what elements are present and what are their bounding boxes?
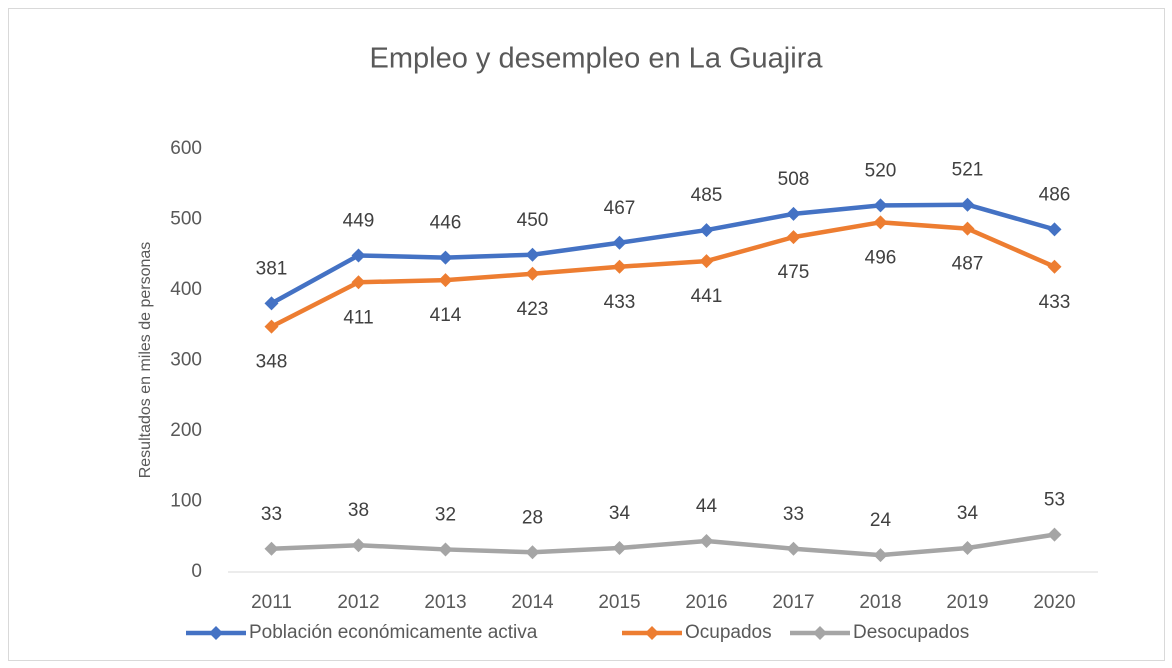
data-label: 475 [778,262,810,283]
data-label: 24 [870,510,892,531]
data-label: 28 [522,507,543,528]
data-label: 520 [865,160,897,181]
y-tick-label: 500 [170,209,202,230]
y-tick-label: 100 [170,491,202,512]
point-marker [786,230,801,245]
point-marker [873,215,888,230]
point-marker [525,545,540,560]
data-label: 411 [343,307,373,328]
point-marker [873,548,888,563]
y-tick-label: 200 [170,420,202,441]
point-marker [525,247,540,262]
point-marker [438,250,453,265]
chart-title: Empleo y desempleo en La Guajira [370,43,824,75]
point-marker [264,541,279,556]
y-tick-label: 300 [170,350,202,371]
data-label: 449 [343,210,375,231]
x-tick-label: 2018 [859,592,901,613]
point-marker [351,538,366,553]
data-label: 33 [261,504,282,525]
data-label: 486 [1039,184,1071,205]
point-marker [264,319,279,334]
data-label: 414 [430,305,462,326]
data-label: 381 [256,258,288,279]
point-marker [699,533,714,548]
point-marker [438,542,453,557]
point-marker [612,235,627,250]
data-label: 53 [1044,490,1065,511]
data-label: 508 [778,169,810,190]
data-label: 487 [952,254,984,275]
data-label: 33 [783,504,804,525]
point-marker [960,541,975,556]
y-axis-label: Resultados en miles de personas [137,242,154,479]
point-marker [873,198,888,213]
point-marker [699,254,714,269]
data-label: 32 [435,504,456,525]
point-marker [1047,259,1062,274]
point-marker [960,221,975,236]
point-marker [699,223,714,238]
point-marker [786,206,801,221]
x-tick-label: 2017 [772,592,814,613]
x-tick-label: 2015 [598,592,640,613]
x-tick-label: 2019 [946,592,988,613]
data-label: 485 [691,185,723,206]
legend-marker [645,626,659,640]
data-label: 521 [952,160,984,181]
series-line [271,532,1055,558]
x-tick-label: 2012 [337,592,379,613]
y-tick-label: 400 [170,279,202,300]
data-label: 467 [604,198,636,219]
data-label: 34 [609,503,631,524]
data-label: 348 [256,352,288,373]
legend-label: Ocupados [685,622,772,643]
data-label: 433 [604,292,636,313]
x-tick-label: 2014 [511,592,554,613]
data-label: 38 [348,500,369,521]
x-tick-label: 2013 [424,592,466,613]
point-marker [438,273,453,288]
point-marker [612,259,627,274]
x-tick-label: 2016 [685,592,727,613]
point-marker [351,275,366,290]
x-tick-label: 2011 [251,592,292,613]
point-marker [351,248,366,263]
point-marker [786,541,801,556]
data-label: 44 [696,496,718,517]
point-marker [612,541,627,556]
point-marker [1047,527,1062,542]
point-marker [960,197,975,212]
y-tick-label: 0 [191,561,202,582]
x-tick-label: 2020 [1033,592,1075,613]
legend-label: Desocupados [853,622,969,643]
chart-border [8,8,1165,661]
series-line [270,220,1056,329]
y-tick-label: 600 [170,138,202,159]
legend-marker [209,626,223,640]
legend-marker [813,626,827,640]
data-label: 450 [517,210,549,231]
point-marker [264,296,279,311]
data-label: 433 [1039,292,1071,313]
data-label: 446 [430,213,462,234]
data-label: 423 [517,299,549,320]
point-marker [1047,222,1062,237]
series-line [270,202,1056,306]
data-label: 496 [865,247,897,268]
point-marker [525,266,540,281]
legend-label: Población económicamente activa [249,622,538,643]
data-label: 34 [957,503,979,524]
data-label: 441 [691,286,723,307]
